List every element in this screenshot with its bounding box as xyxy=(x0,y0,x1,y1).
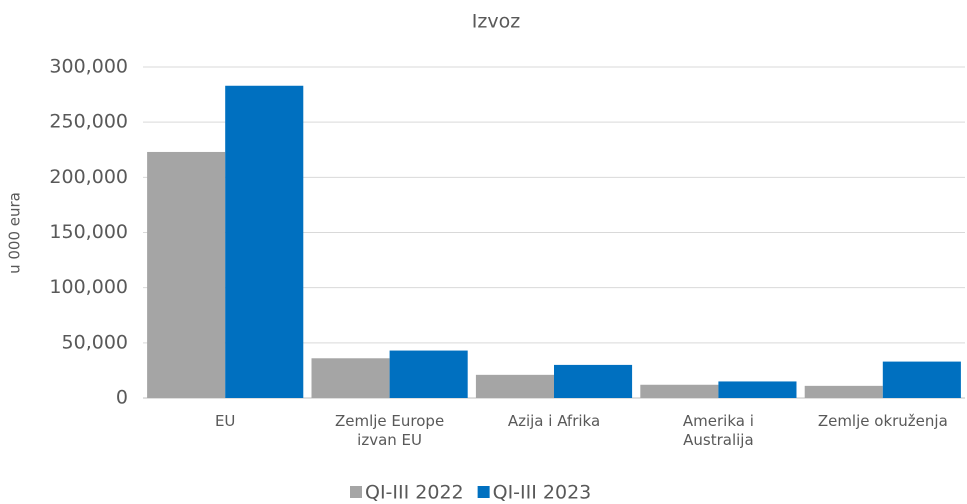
bar xyxy=(147,151,226,398)
bar xyxy=(311,358,390,398)
y-tick-label: 300,000 xyxy=(49,56,128,78)
bar xyxy=(225,85,304,399)
bar xyxy=(554,364,633,398)
bar xyxy=(718,381,797,398)
y-tick-label: 100,000 xyxy=(49,276,128,298)
legend-label: QI-III 2023 xyxy=(493,482,592,504)
x-tick-label: EU xyxy=(214,412,236,430)
x-tick-label: Zemlje okruženja xyxy=(817,412,948,430)
x-tick-label: Amerika i Australija xyxy=(682,412,754,449)
y-tick-label: 250,000 xyxy=(49,111,128,133)
bar xyxy=(882,361,961,398)
y-tick-label: 0 xyxy=(116,387,128,409)
bar xyxy=(389,350,468,398)
legend-label: QI-III 2022 xyxy=(365,482,464,504)
y-tick-label: 150,000 xyxy=(49,221,128,243)
y-tick-label: 50,000 xyxy=(62,331,128,353)
y-tick-label: 200,000 xyxy=(49,166,128,188)
legend: QI-III 2022 QI-III 2023 xyxy=(350,482,591,504)
bar xyxy=(640,384,719,398)
chart-title: Izvoz xyxy=(472,11,520,33)
y-axis-label: u 000 eura xyxy=(6,192,24,274)
bar xyxy=(475,374,554,398)
legend-swatch xyxy=(350,486,362,498)
legend-swatch xyxy=(477,486,490,498)
bar xyxy=(804,385,883,398)
x-tick-label: Zemlje Europe izvan EU xyxy=(334,412,445,449)
x-tick-label: Azija i Afrika xyxy=(507,412,601,430)
